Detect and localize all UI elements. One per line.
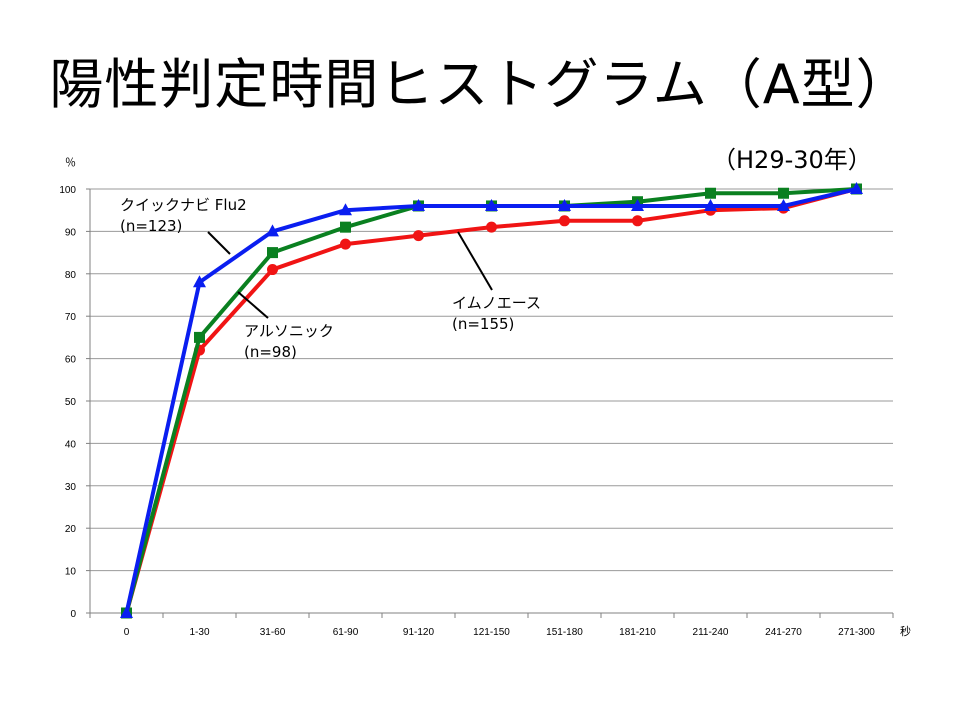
slide-title: 陽性判定時間ヒストグラム（A型）: [49, 53, 911, 116]
data-point: [194, 331, 205, 343]
data-point: [413, 230, 424, 242]
x-tick-label: 61-90: [333, 627, 359, 638]
y-tick-label: 50: [65, 397, 77, 408]
data-point: [266, 224, 279, 237]
data-point: [340, 238, 351, 250]
x-unit-label: 秒: [900, 624, 911, 638]
data-point: [267, 247, 278, 259]
annotation-leader: [207, 231, 231, 255]
data-point: [705, 187, 716, 199]
data-point: [558, 198, 571, 211]
data-point: [704, 198, 717, 211]
data-point: [193, 275, 206, 288]
data-point: [120, 606, 133, 618]
y-tick-label: 70: [65, 312, 77, 323]
series-annotation: (n=98): [244, 343, 297, 361]
x-tick-label: 31-60: [260, 627, 286, 638]
slide-subtitle: （H29-30年）: [712, 146, 872, 174]
data-point: [339, 203, 352, 216]
annotation-leader: [457, 231, 493, 291]
y-tick-label: 20: [65, 524, 77, 535]
x-tick-label: 121-150: [473, 627, 510, 638]
series-annotation: クイックナビ Flu2: [120, 196, 247, 214]
data-point: [412, 198, 425, 211]
data-point: [486, 221, 497, 233]
data-point: [778, 187, 789, 199]
data-point: [267, 264, 278, 276]
y-tick-label: 30: [65, 482, 77, 493]
data-point: [632, 215, 643, 227]
data-point: [485, 198, 498, 211]
x-tick-label: 241-270: [765, 627, 802, 638]
series-annotation: (n=155): [452, 315, 514, 333]
x-tick-label: 211-240: [693, 627, 729, 638]
y-tick-label: 40: [65, 439, 77, 450]
x-tick-label: 1-30: [189, 627, 209, 638]
x-tick-label: 0: [124, 627, 130, 638]
series-annotation: イムノエース: [452, 294, 541, 312]
data-point: [559, 215, 570, 227]
x-tick-label: 151-180: [546, 627, 583, 638]
y-tick-label: 90: [65, 227, 77, 238]
y-tick-label: 60: [65, 355, 77, 366]
x-tick-label: 181-210: [619, 627, 656, 638]
data-point: [340, 221, 351, 233]
x-tick-label: 271-300: [838, 627, 875, 638]
y-unit-label: ％: [65, 156, 76, 169]
data-point: [631, 198, 644, 211]
y-tick-label: 10: [65, 567, 77, 578]
x-tick-label: 91-120: [403, 627, 435, 638]
y-tick-label: 0: [70, 609, 76, 620]
series-annotation: (n=123): [120, 217, 182, 235]
y-tick-label: 100: [59, 185, 76, 196]
y-tick-label: 80: [65, 270, 77, 281]
series-annotation: アルソニック: [244, 322, 334, 340]
data-point: [777, 198, 790, 211]
annotation-leader: [237, 291, 269, 319]
data-point: [850, 182, 863, 194]
